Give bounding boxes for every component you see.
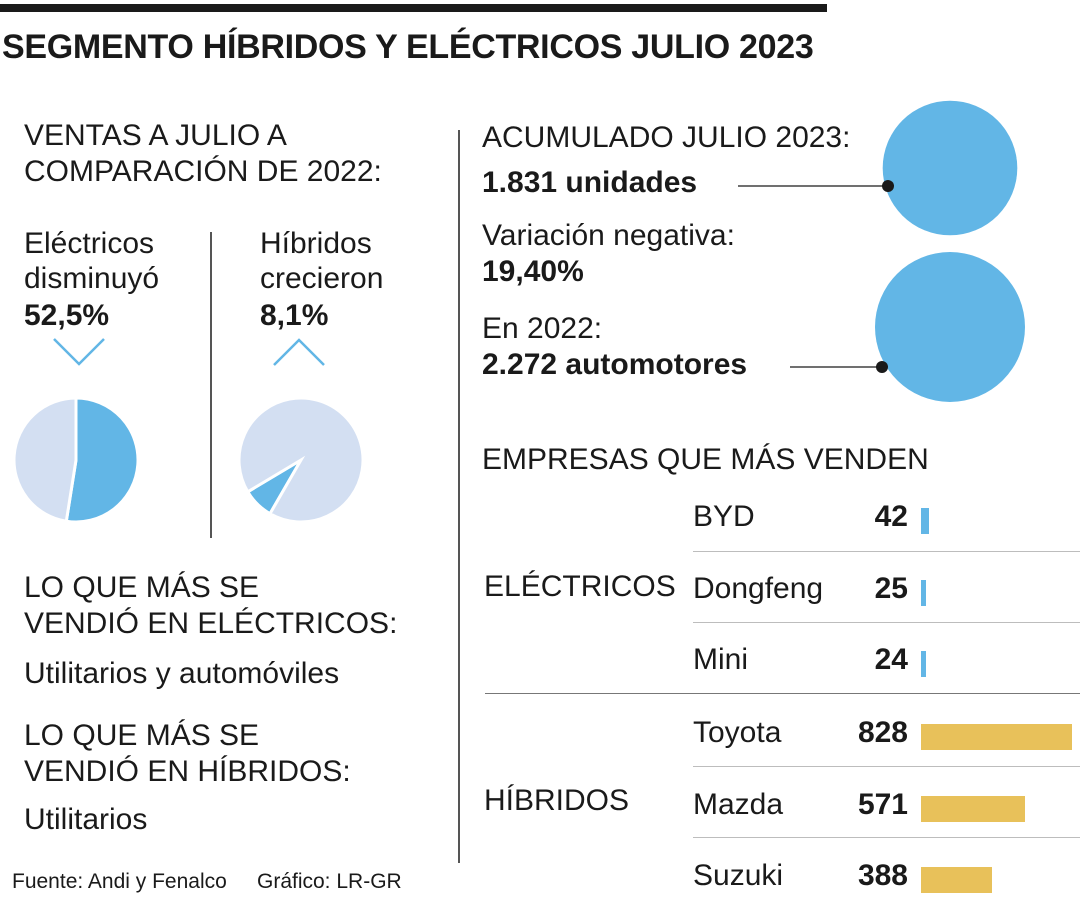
company-bar <box>921 580 926 606</box>
pie-electricos <box>13 397 139 523</box>
row-separator <box>693 622 1080 623</box>
elec-best-heading-line2: VENDIÓ EN ELÉCTRICOS: <box>24 607 398 640</box>
pie-slice-1 <box>13 397 78 523</box>
company-name: BYD <box>693 500 755 533</box>
total-bubble-0 <box>882 100 1018 236</box>
graphic-credit: Gráfico: LR-GR <box>257 870 402 893</box>
company-value: 24 <box>874 643 908 676</box>
ventas-heading-line1: VENTAS A JULIO A <box>24 119 287 152</box>
electricos-pct: 52,5% <box>24 299 110 332</box>
acumulado-label: ACUMULADO JULIO 2023: <box>482 121 851 154</box>
electricos-label: Eléctricos <box>24 227 155 260</box>
elec-best-value: Utilitarios y automóviles <box>24 657 340 690</box>
company-value: 571 <box>857 788 908 821</box>
page-title: SEGMENTO HÍBRIDOS Y ELÉCTRICOS JULIO 202… <box>2 28 814 66</box>
company-value: 828 <box>857 716 908 749</box>
center-divider <box>458 130 460 863</box>
empresas-heading: EMPRESAS QUE MÁS VENDEN <box>482 443 929 476</box>
chevron-down-icon <box>53 338 105 366</box>
company-name: Toyota <box>693 716 782 749</box>
electricos-sub-label: disminuyó <box>24 262 160 295</box>
row-separator <box>693 837 1080 838</box>
variacion-value: 19,40% <box>482 255 584 288</box>
row-separator <box>693 766 1080 767</box>
category-separator <box>485 693 1080 694</box>
company-name: Mini <box>693 643 749 676</box>
company-value: 388 <box>857 859 908 892</box>
prev-year-value: 2.272 automotores <box>482 348 748 381</box>
hibridos-pct: 8,1% <box>260 299 329 332</box>
leader-dot-0 <box>882 180 894 192</box>
total-bubble-1 <box>875 252 1025 402</box>
company-bar <box>921 651 926 677</box>
hib-best-value: Utilitarios <box>24 803 148 836</box>
elec-best-heading-line1: LO QUE MÁS SE <box>24 571 260 604</box>
company-name: Suzuki <box>693 859 784 892</box>
hib-best-heading-line1: LO QUE MÁS SE <box>24 719 260 752</box>
company-bar <box>921 867 992 893</box>
category-electricos: ELÉCTRICOS <box>484 570 676 603</box>
pie-hibridos <box>238 397 364 523</box>
hibridos-label: Híbridos <box>260 227 372 260</box>
company-value: 42 <box>874 500 908 533</box>
acumulado-value: 1.831 unidades <box>482 166 698 199</box>
totals-bubble-chart <box>738 100 1025 402</box>
hib-best-heading-line2: VENDIÓ EN HÍBRIDOS: <box>24 755 351 788</box>
chevron-up-icon <box>273 338 325 366</box>
leader-dot-1 <box>876 361 888 373</box>
company-name: Mazda <box>693 788 784 821</box>
pie-slice-0 <box>64 397 139 523</box>
company-bar <box>921 796 1026 822</box>
pie-slice-1 <box>238 397 364 523</box>
company-name: Dongfeng <box>693 572 824 605</box>
row-separator <box>693 551 1080 552</box>
title-rule <box>0 4 827 12</box>
category-hibridos: HÍBRIDOS <box>484 784 630 817</box>
ventas-heading-line2: COMPARACIÓN DE 2022: <box>24 155 382 188</box>
source-note: Fuente: Andi y Fenalco <box>12 870 227 893</box>
prev-year-label: En 2022: <box>482 312 603 345</box>
company-value: 25 <box>874 572 908 605</box>
variacion-label: Variación negativa: <box>482 219 735 252</box>
left-divider <box>210 232 212 538</box>
company-bar <box>921 724 1072 750</box>
hibridos-sub-label: crecieron <box>260 262 384 295</box>
company-bar <box>921 508 929 534</box>
